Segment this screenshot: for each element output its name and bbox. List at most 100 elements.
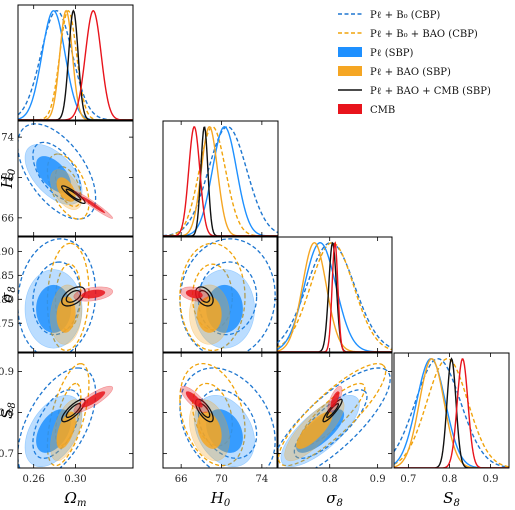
y-tick-label: 0.90 [0, 247, 14, 258]
contour-1-outer [46, 242, 90, 352]
contour-3-inner [56, 411, 76, 449]
marginal-curve-5 [163, 126, 278, 236]
panel-frame-2-2 [276, 236, 393, 353]
panel-frame-2-1 [162, 236, 279, 353]
legend-item-5: CMB [338, 104, 395, 116]
x-tick-label: 0.30 [64, 474, 86, 485]
legend-item-3: Pℓ + BAO (SBP) [338, 66, 451, 78]
panel-2-2 [276, 236, 393, 353]
y-axis-label-3: S8 [0, 402, 18, 419]
contour-4-inner [198, 289, 211, 303]
marginal-curve-3 [277, 242, 392, 352]
x-tick-label: 74 [255, 474, 268, 485]
x-axis-label-0: Ωm [64, 489, 87, 509]
panel-frame-3-3 [393, 352, 510, 469]
legend-label: Pℓ (SBP) [370, 48, 414, 59]
contour-4-inner [65, 289, 82, 303]
contour-0-outer [179, 367, 276, 468]
marginal-curve-4 [163, 126, 278, 236]
x-tick-label: 70 [215, 474, 228, 485]
contour-1-outer [46, 362, 90, 467]
contour-4-inner [65, 402, 82, 419]
marginal-curve-4 [277, 241, 392, 352]
y-axis-label-2: σ8 [0, 286, 18, 303]
panel-3-0 [17, 352, 134, 469]
y-tick-label: 70 [1, 173, 14, 184]
marginal-curve-1 [394, 358, 509, 468]
y-tick-label: 0.75 [0, 319, 14, 330]
panel-frame-3-2 [276, 352, 393, 469]
panel-frame-1-1 [162, 120, 279, 237]
panels-layer [17, 4, 510, 469]
panel-2-1 [162, 236, 279, 353]
contour-1-outer [277, 362, 387, 467]
marginal-curve-4 [394, 357, 509, 468]
marginal-curve-2 [163, 126, 278, 236]
marginal-curve-3 [394, 358, 509, 468]
y-tick-label: 0.8 [0, 408, 14, 419]
marginal-curve-3 [163, 126, 278, 236]
panel-2-0 [17, 236, 134, 353]
y-tick-label: 0.9 [0, 367, 14, 378]
legend-item-4: Pℓ + BAO + CMB (SBP) [338, 86, 491, 97]
marginal-curve-4 [18, 9, 133, 120]
contour-5-inner [81, 391, 106, 408]
legend-label: CMB [370, 105, 395, 116]
legend-label: Pℓ + BAO + CMB (SBP) [370, 86, 491, 97]
x-tick-label: 0.7 [400, 474, 416, 485]
marginal-curve-5 [18, 9, 133, 120]
contour-5-inner [185, 391, 203, 408]
x-tick-label: 0.9 [370, 474, 386, 485]
marginal-curve-0 [394, 358, 509, 468]
legend-item-0: Pℓ + B₀ (CBP) [338, 10, 440, 21]
y-tick-label: 74 [1, 133, 14, 144]
panel-1-1 [162, 120, 279, 237]
legend-swatch [338, 47, 362, 57]
contour-5-inner [330, 391, 340, 408]
y-axis-label-1: H0 [0, 168, 18, 189]
x-axis-label-2: σ8 [326, 489, 343, 509]
marginal-curve-5 [394, 358, 509, 468]
legend-item-1: Pℓ + B₀ + BAO (CBP) [338, 29, 478, 40]
x-tick-label: 0.9 [483, 474, 499, 485]
legend-item-2: Pℓ (SBP) [338, 47, 414, 59]
contour-5-inner [81, 289, 106, 299]
marginal-curve-2 [18, 10, 133, 120]
x-tick-label: 0.8 [441, 474, 457, 485]
legend-label: Pℓ + B₀ (CBP) [370, 10, 440, 21]
contour-5-inner [81, 196, 106, 214]
y-tick-label: 0.7 [0, 449, 14, 460]
contour-0-inner [32, 261, 82, 336]
panel-frame-3-1 [162, 352, 279, 469]
contour-4-outer [194, 398, 214, 423]
marginal-curve-3 [18, 9, 133, 120]
labels-layer: 0.26 0.30 Ωm 66 70 74 H0 0.8 0.9 σ8 0.7 0.8 0.9 S8 66 7… [0, 133, 498, 509]
contour-1-outer [179, 363, 246, 467]
x-tick-label: 0.26 [23, 474, 45, 485]
contour-3-inner [197, 296, 222, 333]
panel-0-0 [17, 4, 134, 121]
panel-3-3 [393, 352, 510, 469]
panel-3-2 [276, 352, 393, 469]
marginal-curve-1 [163, 126, 278, 236]
x-axis-label-3: S8 [443, 489, 460, 509]
contour-5-inner [185, 289, 203, 299]
legend: Pℓ + B₀ (CBP) Pℓ + B₀ + BAO (CBP) Pℓ (SBP)… [338, 10, 491, 116]
contour-0-inner [197, 389, 258, 459]
x-tick-label: 0.8 [322, 474, 338, 485]
contour-1-inner [54, 382, 82, 447]
x-axis-label-1: H0 [210, 489, 231, 509]
y-tick-label: 0.85 [0, 271, 14, 282]
marginal-curve-0 [163, 126, 278, 236]
contour-4-outer [61, 185, 86, 205]
contour-0-outer [18, 123, 97, 220]
contour-0-outer [18, 238, 97, 352]
contour-1-outer [179, 242, 246, 352]
legend-swatch [338, 66, 362, 76]
legend-label: Pℓ + BAO (SBP) [370, 67, 451, 78]
contour-0-inner [32, 389, 82, 459]
contour-0-outer [277, 367, 391, 468]
panel-3-1 [162, 352, 279, 469]
x-tick-label: 66 [175, 474, 188, 485]
